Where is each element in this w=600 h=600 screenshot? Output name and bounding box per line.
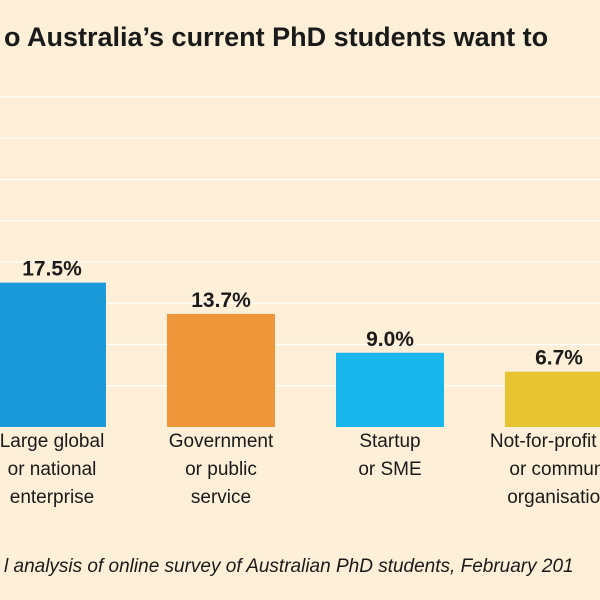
category-label-line: Startup bbox=[359, 431, 421, 452]
category-label-4: Not-for-profit res or communi organisation bbox=[464, 428, 600, 512]
category-label-line: or national bbox=[7, 459, 97, 480]
category-label-line: organisation bbox=[507, 487, 600, 508]
value-label-1: 17.5% bbox=[22, 258, 82, 281]
bar-2 bbox=[167, 313, 275, 427]
category-label-line: Large global bbox=[0, 431, 105, 452]
category-label-3: Startup or SME bbox=[295, 428, 485, 484]
category-label-line: service bbox=[190, 487, 252, 508]
category-label-line: or public bbox=[185, 459, 257, 480]
category-label-line: or SME bbox=[358, 459, 422, 480]
chart-title: o Australia’s current PhD students want … bbox=[4, 22, 549, 52]
category-label-line: enterprise bbox=[9, 487, 95, 508]
value-label-4: 6.7% bbox=[535, 347, 583, 370]
value-label-3: 9.0% bbox=[366, 328, 414, 351]
bar-1 bbox=[0, 282, 106, 427]
value-label-2: 13.7% bbox=[191, 289, 251, 312]
category-label-2: Government or public service bbox=[126, 428, 316, 512]
source-note: l analysis of online survey of Australia… bbox=[4, 556, 574, 577]
category-label-1: Large global or national enterprise bbox=[0, 428, 147, 512]
category-label-line: Not-for-profit res bbox=[489, 431, 600, 452]
category-label-line: or communi bbox=[509, 459, 600, 480]
bar-4 bbox=[505, 371, 600, 427]
bar-3 bbox=[336, 352, 444, 427]
category-label-line: Government bbox=[168, 431, 274, 452]
